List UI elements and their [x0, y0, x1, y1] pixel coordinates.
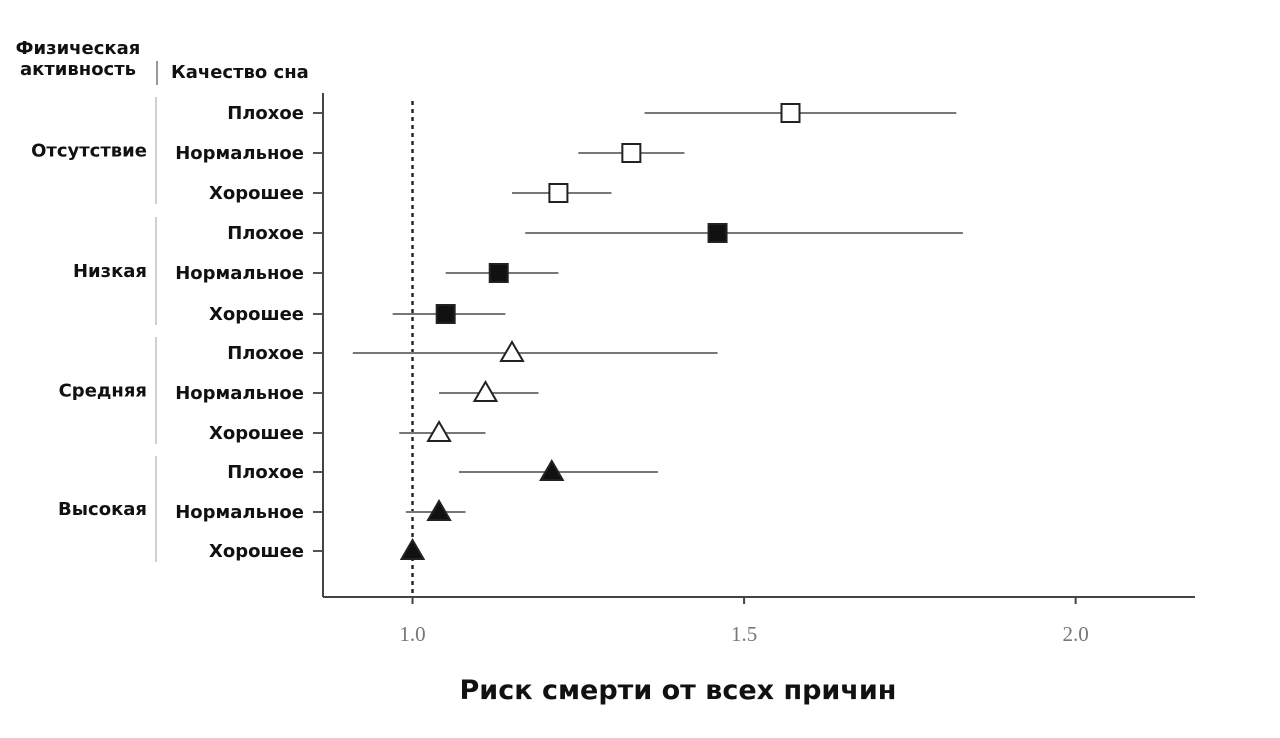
group-column-title: Физическая активность	[16, 38, 141, 80]
group-label: Отсутствие	[31, 141, 147, 162]
x-axis-label: Риск смерти от всех причин	[460, 675, 897, 706]
row-label: Хорошее	[209, 423, 304, 444]
row-label: Хорошее	[209, 304, 304, 325]
marker-triangle-filled	[399, 538, 426, 560]
group-title-line: Физическая	[16, 38, 141, 59]
row-label: Плохое	[227, 343, 304, 364]
group-title-line: активность	[20, 59, 136, 80]
row-label: Нормальное	[175, 143, 304, 164]
marker-square-open	[621, 143, 642, 163]
marker-triangle-open	[426, 420, 452, 442]
row-labels: Плохое Нормальное Хорошее Плохое Нормальное Х…	[175, 103, 304, 562]
row-label: Нормальное	[175, 502, 304, 523]
x-tick-label: 1.0	[399, 622, 425, 646]
marker-square-filled	[488, 263, 509, 283]
row-label: Плохое	[227, 223, 304, 244]
marker-triangle-open	[472, 380, 499, 402]
row-label: Плохое	[227, 462, 304, 483]
x-tick-label: 2.0	[1063, 622, 1089, 646]
marker-square-open	[780, 103, 801, 123]
row-label: Хорошее	[209, 183, 304, 204]
group-label: Высокая	[58, 499, 147, 520]
row-column-title: Качество сна	[171, 62, 309, 83]
marker-triangle-open	[499, 340, 525, 362]
row-label: Нормальное	[175, 263, 304, 284]
row-label: Нормальное	[175, 383, 304, 404]
x-tick-label: 1.5	[731, 622, 757, 646]
marker-square-filled	[707, 223, 728, 243]
marker-square-open	[548, 183, 569, 203]
row-label: Плохое	[227, 103, 304, 124]
row-label: Хорошее	[209, 541, 304, 562]
marker-triangle-filled	[539, 459, 565, 481]
group-labels: Отсутствие Низкая Средняя Высокая	[31, 97, 157, 562]
axes: 1.0 1.5 2.0	[313, 93, 1195, 646]
group-label: Средняя	[59, 381, 147, 402]
marker-triangle-filled	[426, 499, 452, 521]
group-label: Низкая	[73, 261, 147, 282]
plot-area	[352, 101, 963, 593]
marker-square-filled	[435, 304, 456, 324]
chart-header: Физическая активность Качество сна	[16, 38, 309, 85]
